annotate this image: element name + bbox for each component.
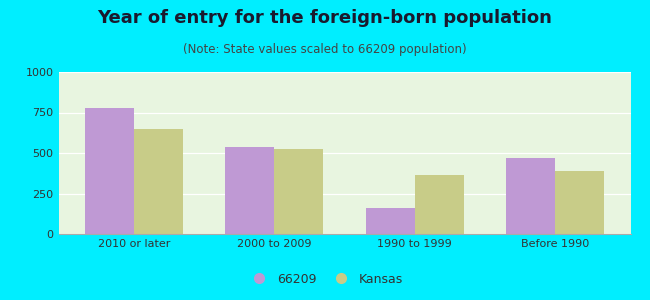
- Bar: [365, 208, 415, 234]
- Bar: [134, 129, 183, 234]
- Bar: [274, 149, 324, 234]
- Text: Year of entry for the foreign-born population: Year of entry for the foreign-born popul…: [98, 9, 552, 27]
- Bar: [415, 175, 464, 234]
- Bar: [555, 171, 605, 234]
- Bar: [506, 158, 555, 234]
- Bar: [225, 146, 274, 234]
- Text: (Note: State values scaled to 66209 population): (Note: State values scaled to 66209 popu…: [183, 44, 467, 56]
- Bar: [84, 108, 134, 234]
- Legend: 66209, Kansas: 66209, Kansas: [242, 268, 408, 291]
